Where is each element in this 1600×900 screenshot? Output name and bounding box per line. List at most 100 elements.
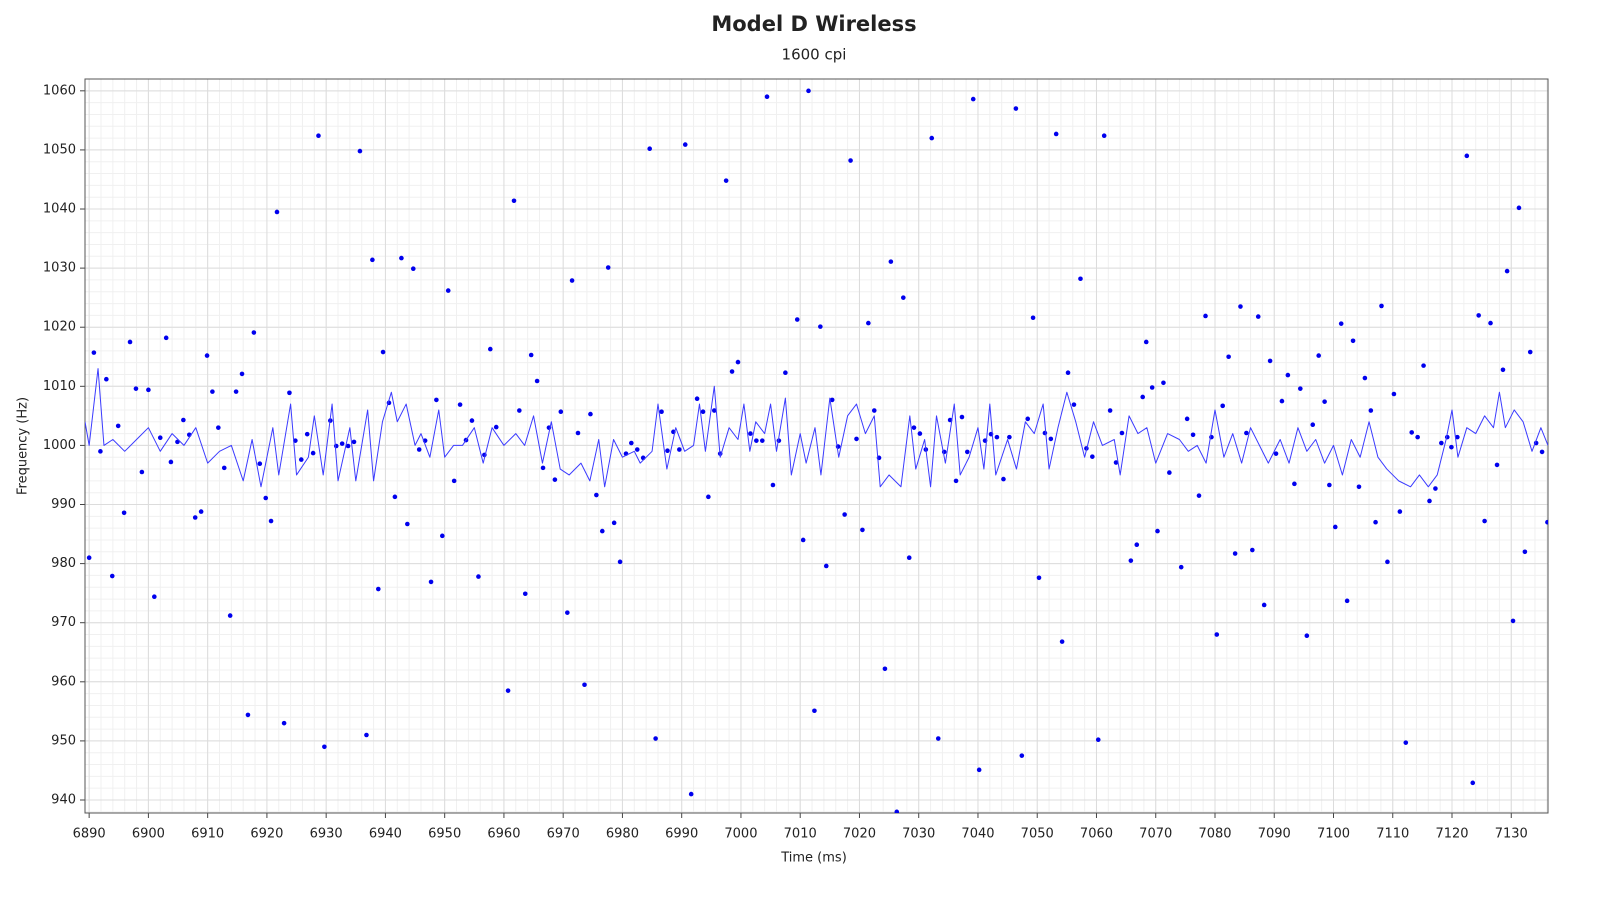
data-point <box>1504 268 1510 274</box>
data-point <box>1449 444 1454 450</box>
data-point <box>860 527 865 533</box>
data-point <box>405 521 410 527</box>
data-point <box>163 335 169 341</box>
data-point <box>304 431 310 437</box>
data-point <box>1267 358 1273 364</box>
data-point <box>965 449 970 455</box>
data-point <box>322 744 327 750</box>
data-point <box>1048 436 1054 442</box>
data-point <box>854 436 859 442</box>
data-point <box>1226 354 1231 360</box>
y-tick-label: 950 <box>51 733 76 748</box>
data-point <box>268 518 274 524</box>
data-point <box>233 389 239 394</box>
data-point <box>1455 434 1460 440</box>
x-tick-label: 6890 <box>73 827 106 842</box>
data-point <box>1433 486 1438 491</box>
data-point <box>569 278 575 283</box>
plot-frame <box>84 78 1549 814</box>
data-point <box>440 533 445 539</box>
data-point <box>800 537 806 543</box>
data-point <box>1332 524 1338 530</box>
x-tick-label: 7070 <box>1139 827 1172 842</box>
data-point <box>629 440 634 446</box>
data-point <box>1327 482 1332 488</box>
data-point <box>682 142 688 147</box>
data-point <box>711 408 717 413</box>
x-tick-label: 6910 <box>191 827 224 842</box>
data-point <box>204 353 210 358</box>
data-point <box>1539 449 1545 455</box>
data-point <box>764 94 770 100</box>
data-point <box>192 515 198 520</box>
data-point <box>729 369 735 374</box>
data-point <box>994 434 1000 440</box>
x-tick-label: 7040 <box>961 827 994 842</box>
data-point <box>1090 454 1095 459</box>
x-tick-label: 6970 <box>547 827 580 842</box>
data-point <box>168 459 174 465</box>
data-point <box>333 443 339 449</box>
data-point <box>1250 547 1255 553</box>
chart-title: Model D Wireless <box>711 12 916 36</box>
x-tick-label: 7060 <box>1080 827 1113 842</box>
data-point <box>575 430 581 436</box>
data-point <box>1482 518 1487 524</box>
y-tick-label: 1000 <box>43 438 76 453</box>
data-point <box>748 431 753 436</box>
y-tick-label: 1040 <box>43 202 76 217</box>
data-point <box>634 447 640 452</box>
data-point <box>929 135 935 141</box>
data-point <box>1510 618 1516 624</box>
data-point <box>1344 598 1350 604</box>
x-tick-label: 6940 <box>369 827 402 842</box>
data-point <box>1427 498 1432 504</box>
data-point <box>1059 639 1065 644</box>
data-point <box>1238 304 1243 309</box>
x-tick-label: 6990 <box>665 827 698 842</box>
data-point <box>1161 380 1166 386</box>
data-point <box>1273 451 1279 456</box>
data-point <box>1107 408 1113 413</box>
data-point <box>351 439 357 445</box>
data-point <box>310 450 316 456</box>
data-point <box>1149 385 1155 390</box>
data-point <box>640 455 646 461</box>
data-point <box>1527 349 1533 355</box>
data-point <box>210 389 215 394</box>
data-point <box>1196 493 1202 498</box>
data-point <box>1476 313 1481 318</box>
data-point <box>1113 460 1119 465</box>
data-point <box>1464 153 1470 159</box>
data-point <box>1190 432 1196 438</box>
data-point <box>357 148 363 154</box>
data-point <box>659 409 664 415</box>
x-tick-label: 6920 <box>250 827 283 842</box>
data-point <box>1255 314 1261 319</box>
y-tick-label: 980 <box>51 556 76 571</box>
data-point <box>364 732 369 738</box>
x-tick-label: 7120 <box>1435 827 1468 842</box>
data-point <box>1019 753 1025 758</box>
data-point <box>677 447 682 452</box>
data-point <box>1101 133 1107 139</box>
data-point <box>759 438 765 443</box>
data-point <box>416 447 422 452</box>
data-point <box>457 402 463 407</box>
data-point <box>611 520 617 526</box>
y-tick-label: 940 <box>51 792 76 807</box>
x-tick-label: 7030 <box>902 827 935 842</box>
data-point <box>511 198 517 204</box>
data-point <box>534 378 540 384</box>
data-point <box>1071 402 1077 407</box>
data-point <box>770 482 776 488</box>
data-point <box>594 492 599 498</box>
data-point <box>380 349 386 355</box>
data-point <box>735 359 741 365</box>
data-point <box>316 133 321 139</box>
data-point <box>1522 549 1528 555</box>
data-point <box>1391 391 1397 397</box>
data-point <box>370 257 375 263</box>
data-point <box>1350 338 1356 344</box>
data-point <box>783 370 788 376</box>
